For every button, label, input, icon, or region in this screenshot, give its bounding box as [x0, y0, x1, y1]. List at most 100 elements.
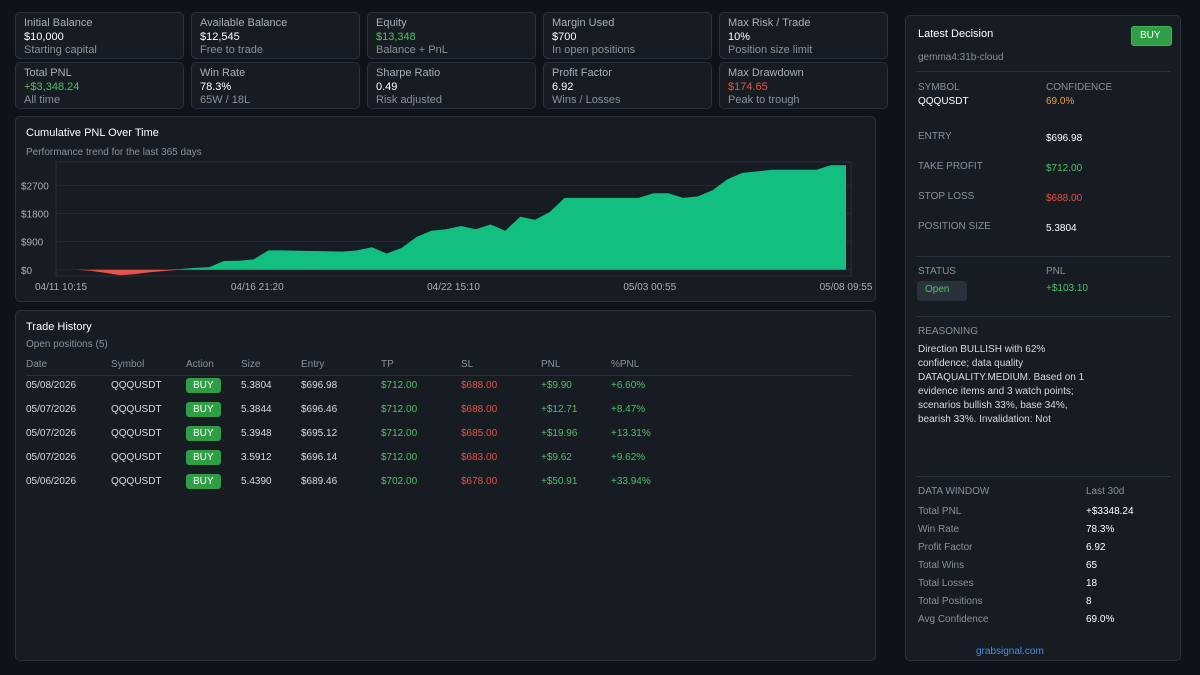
stat-profit-factor: Profit Factor 6.92 Wins / Losses — [543, 62, 712, 109]
stat-value: $13,348 — [376, 31, 416, 43]
negative-pnl-area — [61, 269, 846, 276]
window-stat-label: Avg Confidence — [918, 614, 989, 625]
stat-sub: 65W / 18L — [200, 94, 251, 106]
stat-initial-balance: Initial Balance $10,000 Starting capital — [15, 12, 184, 59]
stat-label: Profit Factor — [552, 67, 612, 79]
stat-value: 6.92 — [552, 81, 574, 93]
cell-entry: $696.14 — [301, 452, 338, 463]
column-header-size: Size — [241, 359, 261, 370]
cell-date: 05/07/2026 — [26, 452, 77, 463]
table-row[interactable]: 05/06/2026 QQQUSDT BUY 5.4390 $689.46 $7… — [26, 471, 852, 495]
cell-tp: $712.00 — [381, 452, 418, 463]
stat-max-drawdown: Max Drawdown $174.65 Peak to trough — [719, 62, 888, 109]
stat-label: Available Balance — [200, 17, 288, 29]
pnl-label: PNL — [1046, 266, 1066, 277]
window-stat-value: 78.3% — [1086, 524, 1115, 535]
column-header-pnl-percent: %PNL — [611, 359, 640, 370]
stat-sub: Balance + PnL — [376, 44, 448, 56]
stat-sub: Position size limit — [728, 44, 813, 56]
buy-badge: BUY — [186, 402, 221, 417]
trade-history-card: Trade History Open positions (5) Date Sy… — [15, 310, 876, 661]
cell-symbol: QQQUSDT — [111, 380, 162, 391]
column-header-tp: TP — [381, 359, 394, 370]
symbol-value: QQQUSDT — [918, 96, 969, 107]
stat-max-risk: Max Risk / Trade 10% Position size limit — [719, 12, 888, 59]
column-header-date: Date — [26, 359, 48, 370]
cell-pnl-percent: +13.31% — [611, 428, 651, 439]
cell-entry: $695.12 — [301, 428, 338, 439]
window-stat-label: Total Wins — [918, 560, 965, 571]
x-tick-label: 05/08 09:55 — [820, 282, 873, 293]
stat-equity: Equity $13,348 Balance + PnL — [367, 12, 536, 59]
stat-value: $174.65 — [728, 81, 768, 93]
cell-date: 05/06/2026 — [26, 476, 77, 487]
entry-label: ENTRY — [918, 131, 952, 142]
divider — [916, 71, 1171, 72]
chart-subtitle: Performance trend for the last 365 days — [26, 147, 202, 158]
stat-win-rate: Win Rate 78.3% 65W / 18L — [191, 62, 360, 109]
cell-date: 05/07/2026 — [26, 428, 77, 439]
data-window-value: Last 30d — [1086, 486, 1125, 497]
stat-value: 78.3% — [200, 81, 232, 93]
y-tick-label: $1800 — [21, 210, 49, 221]
positive-pnl-area — [61, 165, 846, 270]
stat-value: 0.49 — [376, 81, 398, 93]
table-row[interactable]: 05/07/2026 QQQUSDT BUY 3.5912 $696.14 $7… — [26, 447, 852, 471]
take-profit-value: $712.00 — [1046, 163, 1083, 174]
cell-sl: $685.00 — [461, 428, 498, 439]
cell-size: 5.4390 — [241, 476, 272, 487]
cell-pnl: +$9.62 — [541, 452, 572, 463]
cell-pnl-percent: +9.62% — [611, 452, 646, 463]
model-name: gemma4:31b-cloud — [918, 52, 1004, 63]
cell-sl: $678.00 — [461, 476, 498, 487]
stat-sub: All time — [24, 94, 61, 106]
stat-label: Max Risk / Trade — [728, 17, 811, 29]
window-stat-value: 6.92 — [1086, 542, 1106, 553]
window-stat-value: 8 — [1086, 596, 1092, 607]
y-tick-label: $0 — [21, 266, 33, 277]
stat-value: $12,545 — [200, 31, 240, 43]
plot-frame — [55, 161, 852, 277]
table-row[interactable]: 05/08/2026 QQQUSDT BUY 5.3804 $696.98 $7… — [26, 375, 852, 399]
window-stat-value: +$3348.24 — [1086, 506, 1134, 517]
divider — [916, 316, 1171, 317]
stat-value: $10,000 — [24, 31, 64, 43]
window-stat-value: 18 — [1086, 578, 1098, 589]
buy-badge: BUY — [186, 378, 221, 393]
latest-decision-panel: Latest Decision BUY gemma4:31b-cloud SYM… — [905, 15, 1181, 661]
stat-label: Max Drawdown — [728, 67, 804, 79]
stat-label: Sharpe Ratio — [376, 67, 441, 79]
cell-tp: $712.00 — [381, 428, 418, 439]
table-row[interactable]: 05/07/2026 QQQUSDT BUY 5.3948 $695.12 $7… — [26, 423, 852, 447]
window-stat-value: 69.0% — [1086, 614, 1115, 625]
stat-value: 10% — [728, 31, 751, 43]
pnl-value: +$103.10 — [1046, 283, 1088, 294]
stop-loss-label: STOP LOSS — [918, 191, 975, 202]
stat-sub: In open positions — [552, 44, 636, 56]
table-row[interactable]: 05/07/2026 QQQUSDT BUY 5.3844 $696.46 $7… — [26, 399, 852, 423]
symbol-label: SYMBOL — [918, 82, 960, 93]
cell-sl: $683.00 — [461, 452, 498, 463]
buy-badge: BUY — [186, 474, 221, 489]
status-badge: Open — [917, 281, 967, 301]
stat-total-pnl: Total PNL +$3,348.24 All time — [15, 62, 184, 109]
cell-sl: $688.00 — [461, 404, 498, 415]
cell-size: 5.3804 — [241, 380, 272, 391]
y-tick-label: $2700 — [21, 181, 49, 192]
footer-link[interactable]: grabsignal.com — [976, 646, 1044, 657]
cell-entry: $696.98 — [301, 380, 338, 391]
cell-tp: $712.00 — [381, 380, 418, 391]
cell-tp: $712.00 — [381, 404, 418, 415]
cell-pnl-percent: +33.94% — [611, 476, 651, 487]
x-tick-label: 04/11 10:15 — [35, 282, 88, 293]
cell-tp: $702.00 — [381, 476, 418, 487]
column-header-entry: Entry — [301, 359, 325, 370]
cell-symbol: QQQUSDT — [111, 428, 162, 439]
divider — [916, 256, 1171, 257]
cell-pnl-percent: +6.60% — [611, 380, 646, 391]
stat-sharpe-ratio: Sharpe Ratio 0.49 Risk adjusted — [367, 62, 536, 109]
stat-value: $700 — [552, 31, 577, 43]
pnl-area-chart[interactable]: $0 $900 $1800 $2700 04/11 10:15 04/16 21:20 04… — [16, 117, 877, 303]
window-stat-label: Profit Factor — [918, 542, 973, 553]
cell-size: 5.3948 — [241, 428, 272, 439]
